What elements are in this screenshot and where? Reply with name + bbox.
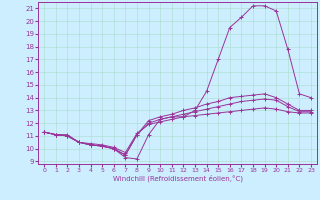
X-axis label: Windchill (Refroidissement éolien,°C): Windchill (Refroidissement éolien,°C) — [113, 175, 243, 182]
